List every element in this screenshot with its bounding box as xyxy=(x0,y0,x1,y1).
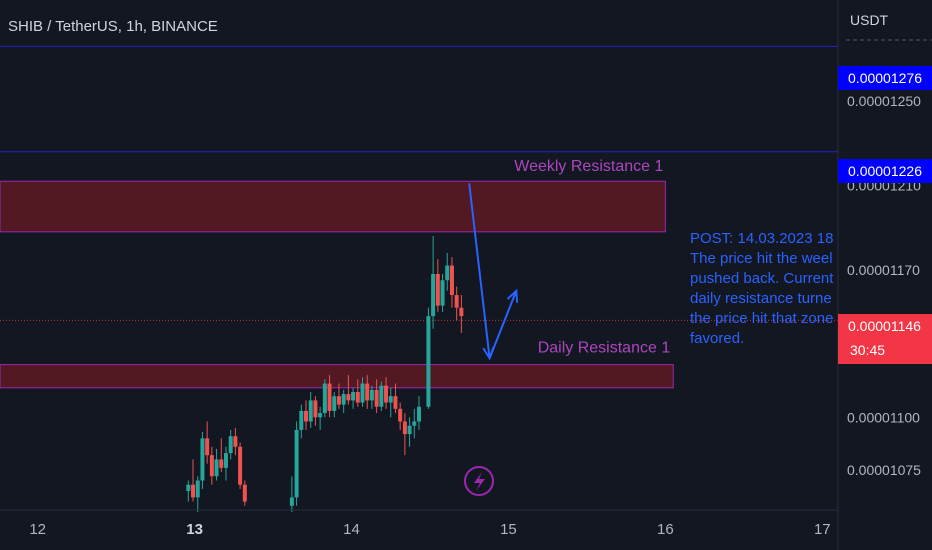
arrow-head xyxy=(482,346,495,361)
candle-body xyxy=(186,484,191,492)
x-tick-label: 12 xyxy=(29,521,46,538)
candle-body xyxy=(299,410,304,430)
candle-body xyxy=(238,446,243,485)
y-tick-label: 0.00001075 xyxy=(847,462,921,478)
note-line: the price hit that zone xyxy=(690,310,834,327)
candle-body xyxy=(200,438,205,481)
candle-body xyxy=(459,307,464,317)
candle-body xyxy=(209,455,214,477)
x-tick-label: 13 xyxy=(186,521,203,538)
candle-body xyxy=(195,480,200,498)
upper-line-price-tag: 0.00001276 xyxy=(838,66,932,90)
candle-body xyxy=(445,265,450,281)
candle-body xyxy=(332,396,337,411)
candle-body xyxy=(393,396,398,409)
candle-body xyxy=(449,265,454,296)
analysis-note[interactable]: POST: 14.03.2023 18 The price hit the we… xyxy=(690,229,838,349)
candle-body xyxy=(379,385,384,407)
note-line: POST: 14.03.2023 18 xyxy=(690,230,834,247)
candle-body xyxy=(322,383,327,414)
candle-body xyxy=(435,273,440,306)
note-line: pushed back. Current xyxy=(690,270,834,287)
x-tick-label: 16 xyxy=(657,521,674,538)
candle-body xyxy=(219,459,224,468)
x-tick-label: 14 xyxy=(343,521,360,538)
candle-body xyxy=(289,497,294,506)
lightning-bolt xyxy=(474,472,485,491)
candle-body xyxy=(454,295,459,308)
candle-body xyxy=(374,389,379,407)
candle-body xyxy=(308,400,313,422)
bar-countdown: 30:45 xyxy=(850,342,886,358)
candle-body xyxy=(365,383,370,401)
candle-body xyxy=(426,316,431,407)
last-price-tag: 0.00001146 30:45 xyxy=(838,314,932,364)
last-price-value: 0.00001146 xyxy=(848,318,921,334)
y-tick-label: 0.00001170 xyxy=(847,262,920,278)
candle-body xyxy=(205,438,210,456)
candle-body xyxy=(233,436,238,447)
candle-body xyxy=(412,421,417,426)
candle-body xyxy=(407,425,412,435)
candle-body xyxy=(336,396,341,405)
candle-body xyxy=(440,280,445,306)
candle-body xyxy=(402,421,407,435)
x-tick-label: 15 xyxy=(500,521,517,538)
candle-body xyxy=(228,436,233,454)
candle-body xyxy=(369,389,374,401)
candle-body xyxy=(242,484,247,502)
candle-body xyxy=(384,385,389,403)
lightning-bolt-icon xyxy=(464,466,494,496)
candle-body xyxy=(294,429,299,498)
candle-body xyxy=(417,406,421,422)
candle-body xyxy=(304,410,309,422)
candle-body xyxy=(346,394,351,401)
candle-body xyxy=(318,413,323,418)
note-line: daily resistance turne xyxy=(690,290,832,307)
candle-body xyxy=(431,273,436,317)
y-tick-label: 0.00001100 xyxy=(847,409,920,425)
weekly-resistance-label: Weekly Resistance 1 xyxy=(514,158,663,175)
symbol-title[interactable]: SHIB / TetherUS, 1h, BINANCE xyxy=(8,18,218,35)
daily-resistance-zone xyxy=(0,364,674,389)
candle-body xyxy=(341,394,346,405)
candle-body xyxy=(223,453,228,468)
candle-body xyxy=(327,383,332,411)
currency-label[interactable]: USDT xyxy=(850,12,889,28)
daily-resistance-label: Daily Resistance 1 xyxy=(538,340,671,357)
candle-body xyxy=(191,484,196,498)
candle-body xyxy=(313,400,318,418)
note-line: The price hit the weel xyxy=(690,250,833,267)
lower-line-price-tag: 0.00001226 xyxy=(838,159,932,183)
arrow-head xyxy=(506,288,519,303)
x-tick-label: 17 xyxy=(814,521,831,538)
candle-body xyxy=(351,391,356,401)
candle-body xyxy=(360,383,365,403)
note-line: favored. xyxy=(690,330,745,347)
candle-body xyxy=(388,396,393,403)
candle-body xyxy=(355,391,360,403)
candle-body xyxy=(398,408,403,422)
weekly-resistance-zone xyxy=(0,180,666,233)
lightning-circle xyxy=(464,466,494,496)
candle-body xyxy=(214,459,219,477)
y-tick-label: 0.00001250 xyxy=(847,93,921,109)
